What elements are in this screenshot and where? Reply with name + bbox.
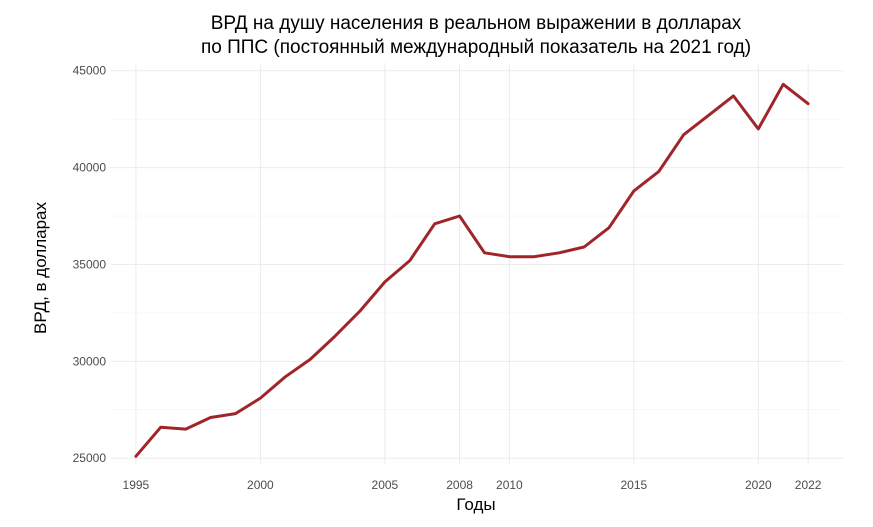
y-tick-label: 40000: [73, 161, 107, 175]
x-tick-label: 2008: [446, 478, 473, 492]
data-point: [583, 246, 586, 249]
data-point: [607, 226, 610, 229]
data-point: [632, 189, 635, 192]
data-point: [807, 102, 810, 105]
data-point: [483, 251, 486, 254]
data-point: [682, 133, 685, 136]
data-point: [309, 358, 312, 361]
x-tick-label: 2015: [621, 478, 648, 492]
data-point: [134, 455, 137, 458]
data-point: [259, 397, 262, 400]
series-line: [134, 82, 810, 458]
y-axis-title: ВРД, в долларах: [31, 202, 50, 334]
series-layer: [134, 82, 810, 458]
data-point: [757, 127, 760, 130]
data-point: [408, 259, 411, 262]
data-point: [782, 83, 785, 86]
data-point: [732, 94, 735, 97]
y-tick-label: 35000: [73, 257, 107, 271]
data-point: [458, 215, 461, 218]
x-axis-title: Годы: [456, 495, 495, 514]
x-tick-label: 1995: [123, 478, 150, 492]
x-tick-label: 2005: [372, 478, 399, 492]
x-tick-label: 2010: [496, 478, 523, 492]
gridlines: [111, 63, 843, 464]
data-point: [558, 251, 561, 254]
data-point: [508, 255, 511, 258]
y-tick-label: 45000: [73, 64, 107, 78]
data-point: [433, 222, 436, 225]
data-point: [707, 114, 710, 117]
x-tick-label: 2000: [247, 478, 274, 492]
data-point: [383, 280, 386, 283]
data-point: [234, 412, 237, 415]
data-point: [657, 170, 660, 173]
chart-title-line-2: по ППС (постоянный международный показат…: [201, 37, 751, 58]
data-point: [284, 375, 287, 378]
data-point: [209, 416, 212, 419]
tick-labels: 25000 30000 35000 40000 45000 1995 2000 2005 200…: [73, 64, 822, 492]
data-point: [334, 335, 337, 338]
x-tick-label: 2020: [745, 478, 772, 492]
data-point: [184, 428, 187, 431]
y-tick-label: 25000: [73, 451, 107, 465]
data-point: [159, 426, 162, 429]
data-point: [358, 309, 361, 312]
y-tick-label: 30000: [73, 354, 107, 368]
chart-title-line-1: ВРД на душу населения в реальном выражен…: [211, 13, 742, 34]
data-point: [533, 255, 536, 258]
x-tick-label: 2022: [795, 478, 822, 492]
